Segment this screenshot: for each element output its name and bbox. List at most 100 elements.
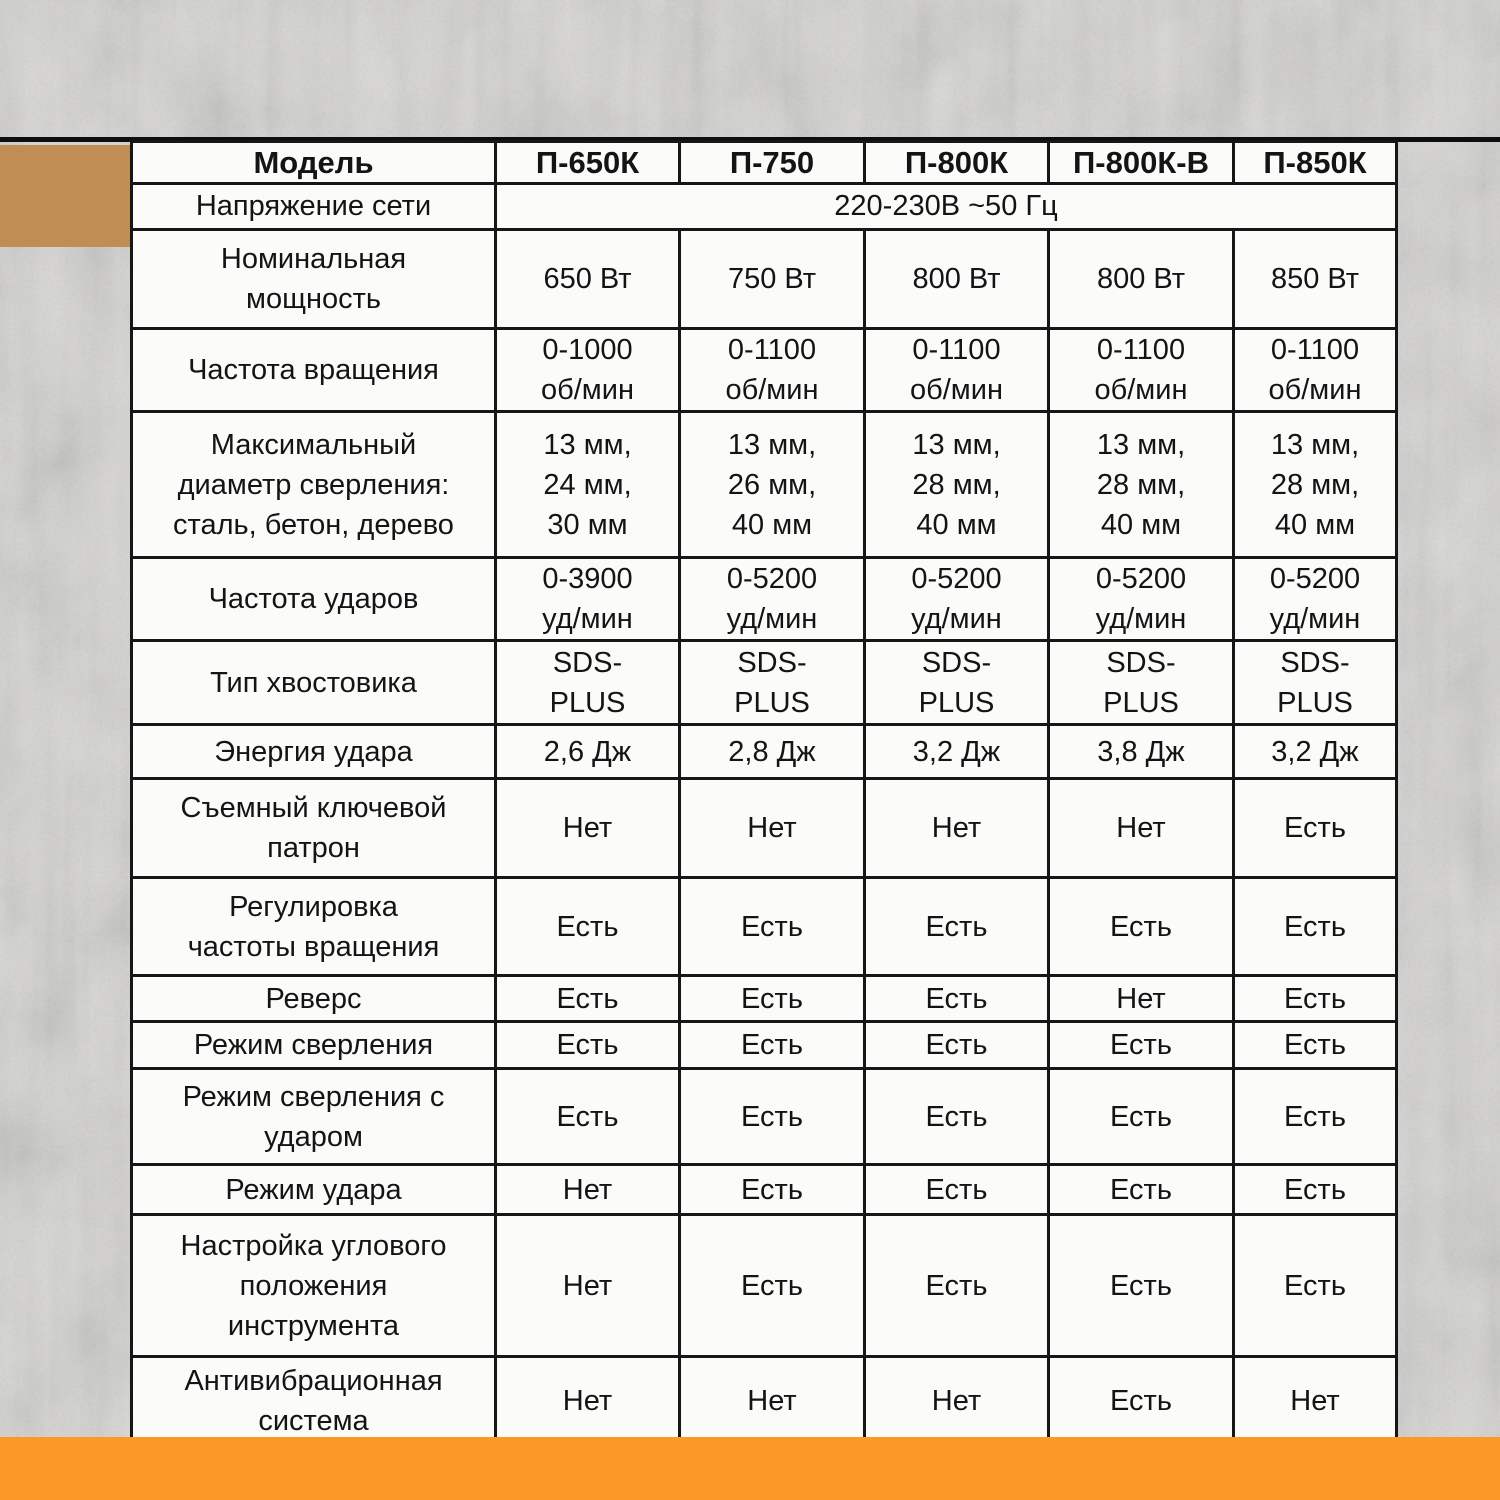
spec-value: Есть (1232, 876, 1398, 978)
spec-value: Нет (1047, 974, 1235, 1024)
spec-value: Есть (1047, 1163, 1235, 1217)
spec-value: SDS- PLUS (494, 639, 681, 727)
tan-accent-block (0, 145, 131, 247)
model-header: П-850К (1232, 140, 1398, 185)
spec-value: 0-5200 уд/мин (1047, 556, 1235, 643)
row-label: Реверс (130, 974, 497, 1024)
table-row: Тип хвостовика SDS- PLUS SDS- PLUS SDS- PLU… (130, 639, 1398, 727)
table-row: Режим сверления Есть Есть Есть Есть Есть (130, 1020, 1398, 1071)
spec-value: 800 Вт (863, 228, 1050, 330)
footer-bar (0, 1437, 1500, 1500)
spec-value: 0-5200 уд/мин (678, 556, 866, 643)
spec-value: 3,2 Дж (863, 723, 1050, 781)
spec-value: Нет (863, 1355, 1050, 1448)
table-row: Съемный ключевой патрон Нет Нет Нет Нет Есть (130, 777, 1398, 880)
table-header-row: Модель П-650К П-750 П-800К П-800К-В П-850К (130, 140, 1398, 185)
spec-value: 650 Вт (494, 228, 681, 330)
spec-value: 0-1100 об/мин (1047, 326, 1235, 414)
spec-value: 750 Вт (678, 228, 866, 330)
spec-value: 0-1000 об/мин (494, 326, 681, 414)
spec-value: Есть (1047, 1067, 1235, 1167)
row-label: Режим удара (130, 1163, 497, 1217)
spec-value: Есть (678, 876, 866, 978)
spec-table: Модель П-650К П-750 П-800К П-800К-В П-850К На… (130, 140, 1398, 1448)
spec-value: Есть (1232, 1067, 1398, 1167)
spec-value: Есть (678, 974, 866, 1024)
row-label: Режим сверления с ударом (130, 1067, 497, 1167)
spec-value: 0-1100 об/мин (678, 326, 866, 414)
spec-value: SDS- PLUS (863, 639, 1050, 727)
spec-value: 0-5200 уд/мин (1232, 556, 1398, 643)
spec-value: 13 мм, 28 мм, 40 мм (1232, 410, 1398, 560)
spec-value: 800 Вт (1047, 228, 1235, 330)
spec-value: Нет (494, 1163, 681, 1217)
row-label: Съемный ключевой патрон (130, 777, 497, 880)
row-label: Напряжение сети (130, 182, 497, 231)
spec-value: SDS- PLUS (1232, 639, 1398, 727)
row-label: Максимальный диаметр сверления: сталь, б… (130, 410, 497, 560)
spec-value: 0-1100 об/мин (863, 326, 1050, 414)
row-label: Частота ударов (130, 556, 497, 643)
table-row: Частота ударов 0-3900 уд/мин 0-5200 уд/мин… (130, 556, 1398, 643)
row-label: Регулировка частоты вращения (130, 876, 497, 978)
spec-value: Есть (678, 1213, 866, 1359)
table-row: Режим удара Нет Есть Есть Есть Есть (130, 1163, 1398, 1217)
spec-value: Нет (494, 1213, 681, 1359)
row-label: Режим сверления (130, 1020, 497, 1071)
spec-value: SDS- PLUS (678, 639, 866, 727)
merged-spec-value: 220-230В ~50 Гц (494, 182, 1398, 231)
spec-value: Есть (494, 1067, 681, 1167)
spec-value: Есть (678, 1067, 866, 1167)
spec-value: 13 мм, 24 мм, 30 мм (494, 410, 681, 560)
spec-value: Есть (863, 974, 1050, 1024)
spec-value: 13 мм, 26 мм, 40 мм (678, 410, 866, 560)
spec-value: 850 Вт (1232, 228, 1398, 330)
spec-value: 3,8 Дж (1047, 723, 1235, 781)
spec-value: Есть (494, 974, 681, 1024)
spec-value: 13 мм, 28 мм, 40 мм (863, 410, 1050, 560)
header-label: Модель (130, 140, 497, 185)
top-divider-rule (0, 137, 1500, 142)
table-row: Настройка углового положения инструмента… (130, 1213, 1398, 1359)
spec-value: 0-1100 об/мин (1232, 326, 1398, 414)
spec-value: Нет (1232, 1355, 1398, 1448)
table-row: Режим сверления с ударом Есть Есть Есть Есть… (130, 1067, 1398, 1167)
model-header: П-800К (863, 140, 1050, 185)
spec-value: Есть (1232, 974, 1398, 1024)
spec-value: 3,2 Дж (1232, 723, 1398, 781)
row-label: Настройка углового положения инструмента (130, 1213, 497, 1359)
spec-value: Есть (1047, 1020, 1235, 1071)
spec-value: Нет (678, 1355, 866, 1448)
spec-value: Есть (1232, 1213, 1398, 1359)
table-row: Напряжение сети 220-230В ~50 Гц (130, 182, 1398, 231)
spec-value: Нет (678, 777, 866, 880)
spec-value: 0-5200 уд/мин (863, 556, 1050, 643)
spec-value: Есть (678, 1163, 866, 1217)
row-label: Частота вращения (130, 326, 497, 414)
row-label: Номинальная мощность (130, 228, 497, 330)
spec-value: Нет (1047, 777, 1235, 880)
spec-value: 13 мм, 28 мм, 40 мм (1047, 410, 1235, 560)
spec-value: Есть (1232, 1163, 1398, 1217)
spec-value: Есть (1047, 1213, 1235, 1359)
spec-value: SDS- PLUS (1047, 639, 1235, 727)
spec-value: Есть (494, 876, 681, 978)
table-row: Максимальный диаметр сверления: сталь, б… (130, 410, 1398, 560)
spec-value: Есть (863, 1213, 1050, 1359)
spec-value: Есть (863, 1163, 1050, 1217)
spec-value: Есть (494, 1020, 681, 1071)
model-header: П-650К (494, 140, 681, 185)
table-row: Энергия удара 2,6 Дж 2,8 Дж 3,2 Дж 3,8 Дж 3,2… (130, 723, 1398, 781)
model-header: П-800К-В (1047, 140, 1235, 185)
spec-value: Есть (678, 1020, 866, 1071)
row-label: Энергия удара (130, 723, 497, 781)
spec-value: 2,8 Дж (678, 723, 866, 781)
spec-value: 0-3900 уд/мин (494, 556, 681, 643)
table-row: Регулировка частоты вращения Есть Есть Есть… (130, 876, 1398, 978)
table-row: Реверс Есть Есть Есть Нет Есть (130, 974, 1398, 1024)
table-row: Антивибрационная система Нет Нет Нет Есть Нет (130, 1355, 1398, 1448)
spec-value: Есть (1232, 777, 1398, 880)
spec-value: Есть (1047, 876, 1235, 978)
table-row: Номинальная мощность 650 Вт 750 Вт 800 Вт 80… (130, 228, 1398, 330)
spec-value: Есть (1047, 1355, 1235, 1448)
